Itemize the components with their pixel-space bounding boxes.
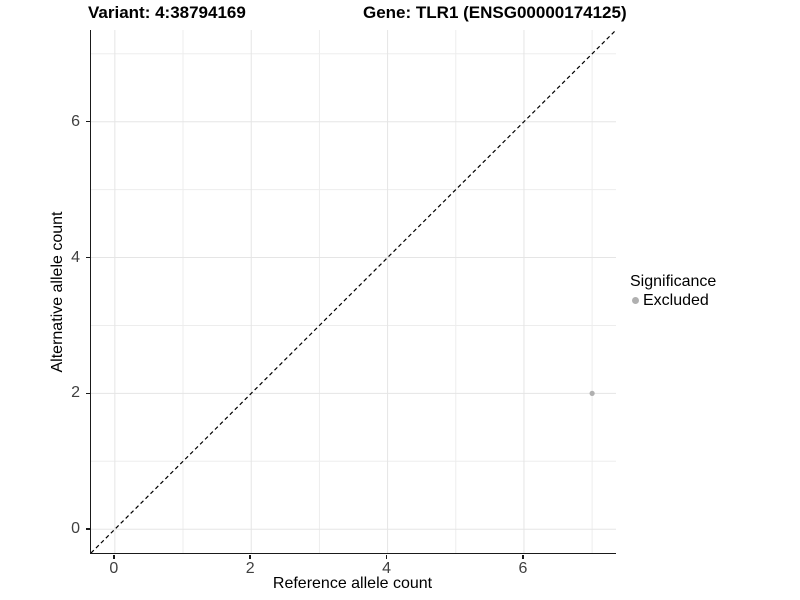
x-axis-title: Reference allele count [272,575,433,592]
y-tick-label: 0 [71,520,80,538]
y-tick-mark [86,256,90,259]
legend-item-excluded: Excluded [630,291,716,310]
x-tick-mark [113,554,115,559]
x-tick-mark [249,554,251,559]
legend-item-label: Excluded [643,292,709,309]
x-tick-mark [522,554,524,559]
legend: Significance Excluded [630,272,716,310]
plot-panel [90,30,616,554]
y-tick-mark [86,528,90,530]
y-tick-label: 4 [71,248,80,266]
y-tick-mark [86,120,90,123]
x-tick-label: 0 [109,560,119,577]
legend-point-icon [632,297,639,304]
y-tick-label: 6 [71,112,80,130]
data-point [589,390,595,396]
legend-title: Significance [630,273,717,290]
y-tick-label: 2 [71,384,80,402]
y-axis-title: Alternative allele count [49,211,66,373]
x-tick-mark [385,554,388,559]
identity-dashed-line [91,30,616,553]
x-tick-label: 4 [382,560,392,577]
plot-title-variant: Variant: 4:38794169 [88,3,246,22]
x-tick-label: 6 [518,560,528,577]
y-tick-mark [86,392,90,395]
x-tick-label: 2 [245,560,255,577]
plot-title-gene: Gene: TLR1 (ENSG00000174125) [363,3,627,22]
plot-canvas [91,30,616,553]
